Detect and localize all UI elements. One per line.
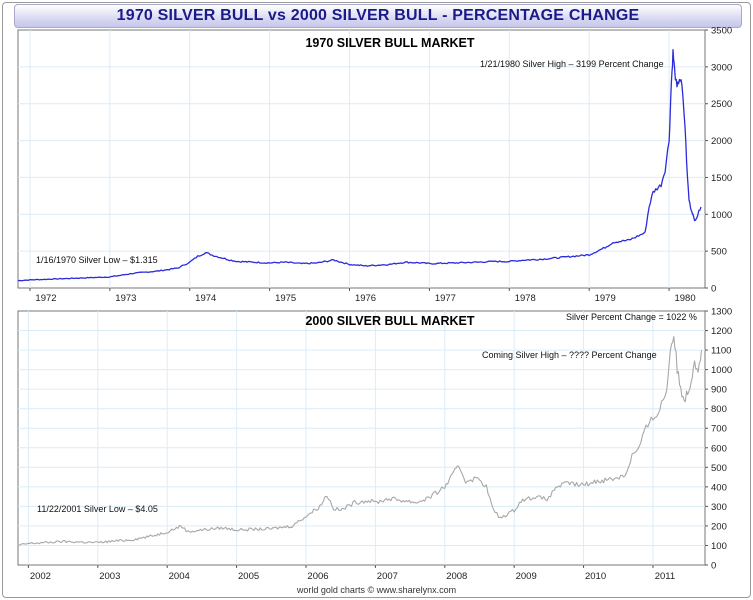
y-tick-label: 300	[711, 502, 727, 513]
y-tick-label: 1500	[711, 173, 732, 184]
series-line-2000	[17, 335, 703, 546]
annotation: Silver Percent Change = 1022 %	[566, 312, 697, 322]
annotation: 1/16/1970 Silver Low – $1.315	[36, 255, 158, 265]
y-tick-label: 600	[711, 443, 727, 454]
panel-title-1970: 1970 SILVER BULL MARKET	[305, 36, 474, 50]
y-tick-label: 1000	[711, 365, 732, 376]
y-tick-label: 400	[711, 482, 727, 493]
x-tick-label: 1980	[674, 293, 695, 304]
x-tick-label: 2010	[585, 571, 606, 582]
x-tick-label: 2005	[238, 571, 259, 582]
x-tick-label: 2003	[99, 571, 120, 582]
y-tick-label: 2000	[711, 136, 732, 147]
x-tick-label: 2008	[446, 571, 467, 582]
x-tick-label: 2009	[516, 571, 537, 582]
y-tick-label: 0	[711, 561, 716, 572]
x-tick-label: 1979	[595, 293, 616, 304]
y-tick-label: 500	[711, 247, 727, 258]
x-tick-label: 2002	[30, 571, 51, 582]
panel-title-2000: 2000 SILVER BULL MARKET	[305, 314, 474, 328]
annotation: Coming Silver High – ???? Percent Change	[482, 350, 657, 360]
x-tick-label: 1977	[435, 293, 456, 304]
x-tick-label: 1975	[275, 293, 296, 304]
x-tick-label: 1976	[355, 293, 376, 304]
y-tick-label: 0	[711, 284, 716, 295]
annotation: 11/22/2001 Silver Low – $4.05	[37, 504, 158, 514]
y-tick-label: 1200	[711, 326, 732, 337]
y-tick-label: 3500	[711, 26, 732, 37]
y-tick-label: 100	[711, 541, 727, 552]
y-tick-label: 1300	[711, 307, 732, 318]
x-tick-label: 2006	[307, 571, 328, 582]
y-tick-label: 1100	[711, 346, 731, 357]
y-tick-label: 800	[711, 404, 727, 415]
y-tick-label: 700	[711, 424, 727, 435]
y-tick-label: 900	[711, 385, 727, 396]
x-tick-label: 2007	[377, 571, 398, 582]
series-line-1970	[17, 49, 702, 282]
y-tick-label: 500	[711, 463, 727, 474]
x-tick-label: 1974	[195, 293, 216, 304]
y-tick-label: 1000	[711, 210, 732, 221]
x-tick-label: 2004	[169, 571, 190, 582]
x-tick-label: 1978	[515, 293, 536, 304]
y-tick-label: 200	[711, 521, 727, 532]
y-tick-label: 3000	[711, 62, 732, 73]
y-tick-label: 2500	[711, 99, 732, 110]
x-tick-label: 1972	[35, 293, 56, 304]
banner-title: 1970 SILVER BULL vs 2000 SILVER BULL - P…	[14, 4, 742, 28]
x-tick-label: 1973	[115, 293, 136, 304]
x-tick-label: 2011	[655, 571, 675, 582]
plot-area-2000	[17, 310, 706, 566]
footer-credit: world gold charts © www.sharelynx.com	[296, 585, 457, 595]
annotation: 1/21/1980 Silver High – 3199 Percent Cha…	[480, 59, 664, 69]
plot-area-1970	[17, 29, 706, 289]
